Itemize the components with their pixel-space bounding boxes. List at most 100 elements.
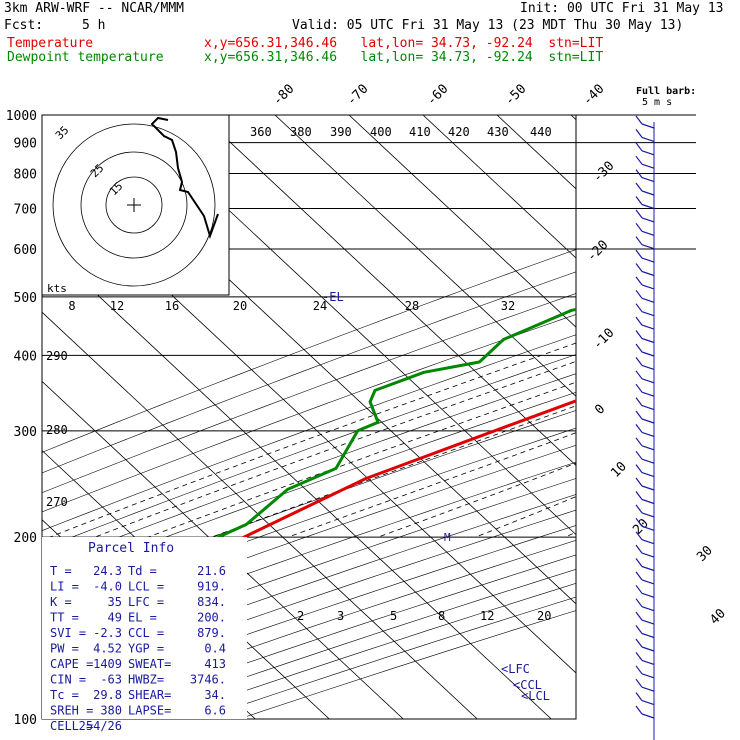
pressure-tick-label: 300 — [14, 425, 37, 440]
forecast-hour: 5 h — [82, 18, 106, 33]
barb-legend-units: 5 m s — [642, 97, 673, 108]
mixing-ratio-label: 20 — [537, 609, 551, 623]
ccl-marker: <CCL — [513, 678, 542, 692]
dry-adiabat — [42, 373, 576, 567]
parcel-label: SWEAT= — [128, 657, 171, 671]
parcel-value: 413 — [204, 657, 226, 671]
isotherm-line — [42, 380, 404, 719]
parcel-label: LFC = — [128, 595, 164, 609]
isotherm-top-label: -70 — [344, 82, 371, 109]
speed-scale-label: 12 — [110, 299, 124, 313]
isotherm-line — [200, 115, 576, 467]
pressure-tick-label: 600 — [14, 243, 37, 258]
wind-barb — [635, 611, 655, 625]
theta-e-label: 420 — [448, 125, 470, 139]
model-title: 3km ARW-WRF -- NCAR/MMM — [4, 1, 185, 16]
parcel-background — [42, 537, 247, 719]
pressure-tick-label: 1000 — [6, 109, 37, 124]
theta-label: 290 — [46, 349, 68, 363]
parcel-value: 21.6 — [197, 564, 226, 578]
theta-e-label: 430 — [487, 125, 509, 139]
parcel-value: 380 — [100, 704, 122, 718]
pressure-tick-label: 800 — [14, 168, 37, 183]
parcel-value: -4.0 — [93, 580, 122, 594]
wind-barb — [635, 571, 655, 585]
wind-barb — [635, 249, 655, 263]
dry-adiabat — [42, 334, 576, 531]
parcel-info-box: Parcel Info T = 24.3 Td = 21.6 LI = -4.0 LCL = 9… — [42, 537, 247, 733]
isotherm-line — [422, 115, 576, 259]
parcel-label: Td = — [128, 564, 157, 578]
wind-barb — [635, 236, 655, 250]
wind-barb — [635, 504, 655, 518]
parcel-value: 3746. — [190, 673, 226, 687]
wind-barb — [635, 598, 655, 612]
dry-adiabat — [42, 461, 576, 649]
init-time: Init: 00 UTC Fri 31 May 13 — [520, 1, 724, 16]
hodograph-ring — [80, 151, 188, 259]
wind-barb — [635, 584, 655, 598]
parcel-label: K = — [50, 595, 72, 609]
wind-barb — [635, 558, 655, 572]
wind-barb — [635, 531, 655, 545]
wind-barb — [635, 316, 655, 330]
isotherm-line — [274, 115, 576, 397]
parcel-label: CELL = — [50, 719, 93, 733]
wind-barb — [635, 343, 655, 357]
wind-barb — [635, 330, 655, 344]
dry-adiabat — [42, 271, 576, 474]
isotherm-line — [719, 115, 740, 719]
isotherm-side-label: 30 — [694, 543, 716, 565]
m-marker: M — [444, 531, 451, 544]
hodograph-units: kts — [47, 282, 67, 295]
parcel-label: T = — [50, 564, 72, 578]
parcel-label: LI = — [50, 580, 79, 594]
location-line-temp: x,y=656.31,346.46 lat,lon= 34.73, -92.24… — [204, 36, 604, 51]
parcel-label: CIN = — [50, 673, 86, 687]
isotherm-side-label: -10 — [590, 326, 617, 353]
mixing-ratio-label: 2 — [297, 609, 304, 623]
parcel-value: 34. — [204, 688, 226, 702]
hodograph-ring — [105, 176, 163, 234]
pressure-tick-label: 100 — [14, 713, 37, 728]
wind-barb — [635, 477, 655, 491]
parcel-label: YGP = — [128, 642, 164, 656]
pressure-tick-label: 200 — [14, 531, 37, 546]
parcel-label: SREH = — [50, 704, 93, 718]
dry-adiabat — [42, 410, 576, 601]
wind-barb — [635, 665, 655, 679]
parcel-label: TT = — [50, 611, 79, 625]
dry-adiabat — [42, 314, 576, 513]
wind-barb — [635, 357, 655, 370]
wind-barb — [635, 289, 655, 303]
moist-adiabat — [377, 462, 576, 538]
location-line-dew: x,y=656.31,346.46 lat,lon= 34.73, -92.24… — [204, 50, 604, 65]
dry-adiabat — [42, 427, 576, 617]
theta-label: 280 — [46, 423, 68, 437]
wind-barb — [635, 397, 655, 411]
wind-barb — [635, 464, 655, 478]
parcel-value: -63 — [100, 673, 122, 687]
wind-barb — [635, 705, 655, 719]
wind-barb — [635, 517, 655, 531]
speed-scale-label: 20 — [233, 299, 247, 313]
parcel-label: SVI = — [50, 626, 86, 640]
isotherm-side-label: 20 — [630, 516, 652, 538]
wind-barb — [635, 169, 655, 183]
wind-barb — [635, 491, 655, 505]
parcel-label: LAPSE= — [128, 704, 171, 718]
theta-e-label: 400 — [370, 125, 392, 139]
parcel-label: PW = — [50, 642, 79, 656]
wind-barb — [635, 129, 655, 142]
dry-adiabat — [42, 444, 576, 633]
wind-barb — [635, 638, 655, 652]
valid-time: Valid: 05 UTC Fri 31 May 13 (23 MDT Thu … — [292, 18, 684, 33]
mixing-ratio-label: 8 — [438, 609, 445, 623]
lcl-marker: <LCL — [521, 689, 550, 703]
isotherm-top-label: -80 — [270, 82, 297, 109]
isotherm-line — [42, 311, 478, 719]
wind-barb — [635, 142, 655, 156]
wind-barb — [635, 424, 655, 437]
parcel-label: CAPE = — [50, 657, 93, 671]
